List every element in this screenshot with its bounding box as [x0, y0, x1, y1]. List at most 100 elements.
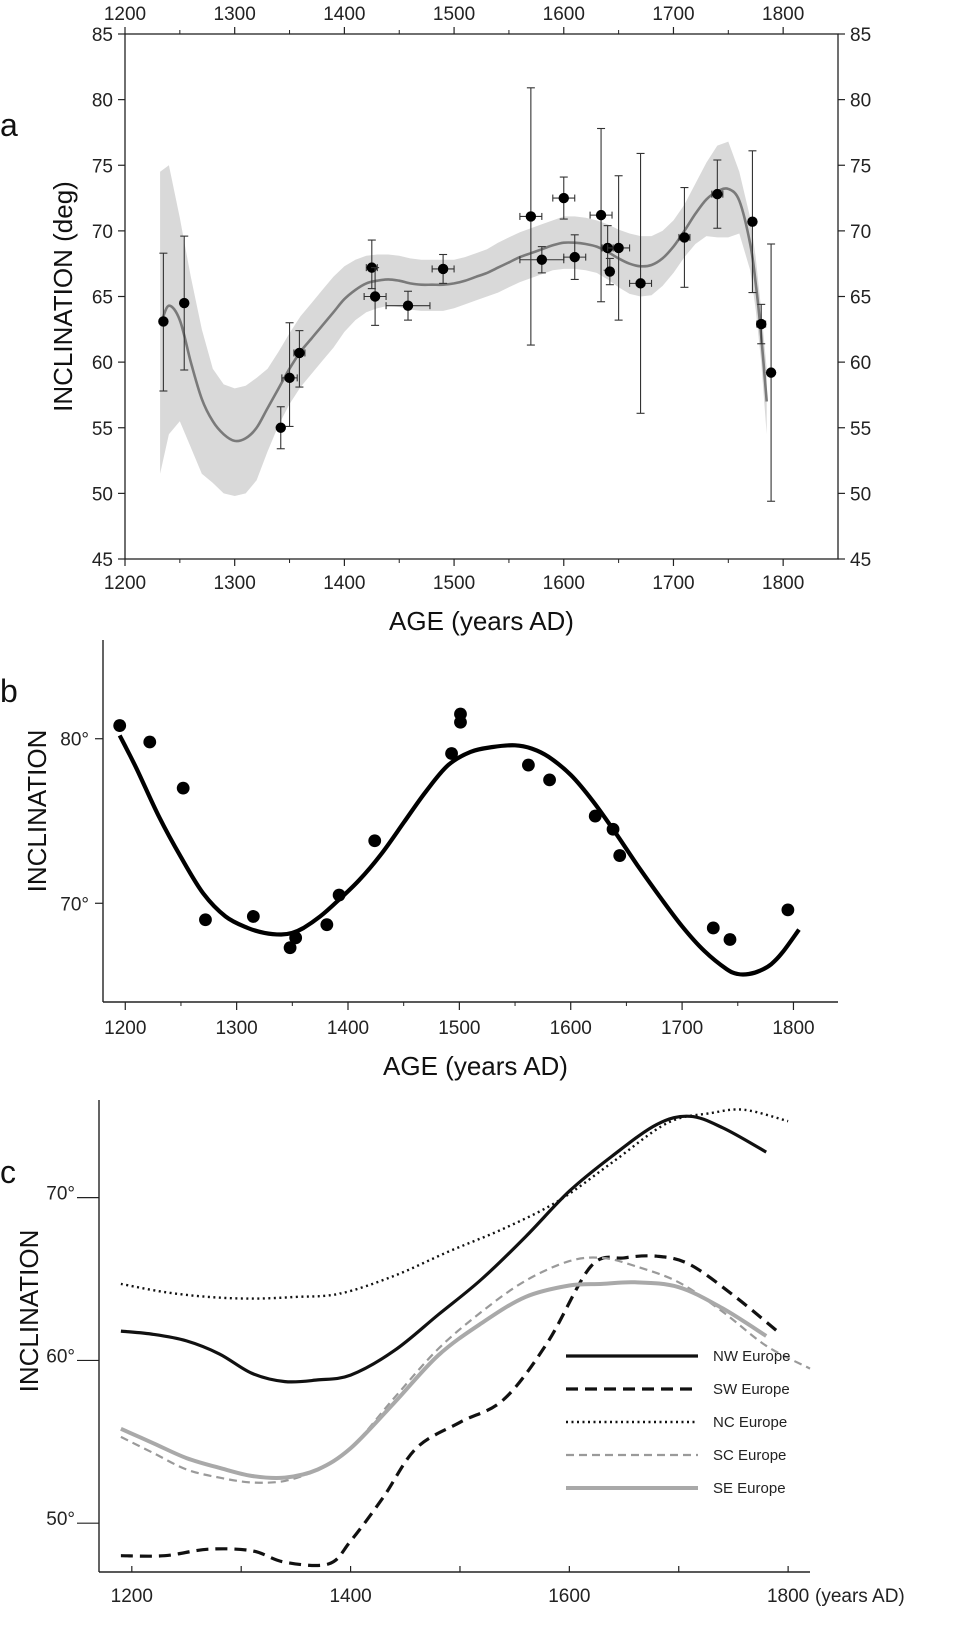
- x-tick-label: 1600: [543, 573, 585, 594]
- data-point: [679, 232, 690, 243]
- x-tick-label-top: 1500: [433, 4, 475, 25]
- y-tick-label: 85: [92, 25, 113, 46]
- y-tick-label: 70°: [60, 894, 89, 915]
- panel-b-inclination-scatter: 1200 1300 1400 1500 1600 1700 1800 70° 80° bINCLI…: [0, 640, 838, 1081]
- y-tick-label: 70: [92, 222, 113, 243]
- x-axis-title: AGE (years AD): [383, 1051, 568, 1081]
- x-tick-label: 1800: [772, 1018, 814, 1039]
- data-point-group: [158, 252, 169, 392]
- y-axis-title: INCLINATION (deg): [48, 181, 78, 412]
- data-point-group: [629, 152, 653, 414]
- data-point-group: [293, 330, 306, 388]
- data-point: [176, 781, 190, 795]
- y-tick-label: 80°: [60, 730, 89, 751]
- data-point: [294, 347, 305, 359]
- data-point: [454, 715, 467, 729]
- y-tick-label: 65: [92, 288, 113, 309]
- data-point: [613, 849, 627, 862]
- y-tick-label-right: 45: [850, 550, 871, 571]
- x-tick-label-top: 1800: [762, 4, 804, 25]
- x-tick-label-top: 1300: [214, 4, 256, 25]
- data-point: [284, 372, 295, 384]
- series-line-sw-europe: [120, 1254, 779, 1568]
- data-point-group: [604, 257, 616, 286]
- data-point: [522, 758, 535, 772]
- y-tick-label: 70°: [46, 1184, 75, 1205]
- data-point: [712, 188, 723, 200]
- data-point: [332, 888, 346, 902]
- y-tick-label: 45: [92, 550, 113, 571]
- panel-a-inclination-curve: 1200 1200 1300 1300 1400 1400 1500 1500 1600 1600…: [0, 4, 871, 636]
- x-tick-label: 1200: [104, 573, 146, 594]
- data-point: [604, 266, 616, 277]
- x-tick-label: 1400: [323, 573, 365, 594]
- data-point-group: [747, 150, 758, 294]
- y-tick-label: 55: [92, 419, 113, 440]
- y-axis-title: INCLINATION: [14, 1230, 44, 1393]
- data-point: [613, 242, 624, 254]
- legend-label: SW Europe: [713, 1381, 790, 1398]
- y-tick-label-right: 80: [850, 91, 871, 112]
- data-point-group: [519, 246, 565, 274]
- confidence-band: [160, 141, 767, 496]
- legend: NW Europe SW Europe NC Europe SC Europe SE E…: [566, 1348, 791, 1497]
- panel-c-regional-curves: 1200 1400 1600 1800 50° 60° 70° NW Europe SW Eur…: [0, 1100, 905, 1607]
- panel-letter-b: b: [0, 673, 18, 709]
- x-tick-label: 1200: [104, 1018, 146, 1039]
- data-point-group: [589, 127, 613, 303]
- x-tick-label: 1200: [111, 1586, 153, 1607]
- data-point: [158, 316, 169, 327]
- data-point: [543, 773, 556, 787]
- x-tick-label: 1500: [438, 1018, 480, 1039]
- y-tick-label-right: 65: [850, 288, 871, 309]
- series-line-sc-europe: [120, 1256, 811, 1484]
- data-point: [765, 367, 777, 378]
- data-point-group: [519, 87, 543, 346]
- data-point-group: [563, 234, 587, 280]
- data-point: [445, 747, 458, 760]
- panel-letter-a: a: [0, 107, 18, 143]
- data-point: [588, 809, 602, 823]
- x-tick-label: 1300: [214, 573, 256, 594]
- y-tick-label-right: 85: [850, 25, 871, 46]
- x-tick-label-top: 1400: [323, 4, 365, 25]
- data-point: [179, 297, 190, 309]
- data-point: [283, 941, 297, 955]
- data-point: [595, 209, 607, 221]
- data-point: [199, 913, 212, 927]
- x-tick-label-top: 1700: [652, 4, 694, 25]
- x-tick-label: 1800: [767, 1586, 809, 1607]
- y-tick-label-right: 50: [850, 484, 871, 505]
- data-point: [437, 263, 449, 275]
- x-tick-label: 1500: [433, 573, 475, 594]
- data-point: [747, 216, 758, 227]
- data-point-group: [281, 322, 298, 427]
- legend-label: SC Europe: [713, 1447, 786, 1464]
- data-point: [756, 318, 767, 330]
- x-axis-title: (years AD): [815, 1586, 905, 1607]
- data-point: [706, 921, 720, 935]
- data-point-group: [275, 406, 286, 450]
- y-tick-label: 80: [92, 91, 113, 112]
- data-point-group: [363, 267, 387, 326]
- y-tick-label-right: 55: [850, 419, 871, 440]
- data-point: [781, 903, 795, 917]
- series-line-nw-europe: [120, 1114, 767, 1384]
- data-point: [368, 834, 382, 848]
- data-point: [143, 735, 157, 749]
- y-tick-label: 60°: [46, 1346, 75, 1367]
- y-tick-label: 50°: [46, 1509, 75, 1530]
- y-tick-label-right: 70: [850, 222, 871, 243]
- data-point-group: [431, 253, 455, 284]
- data-point: [536, 254, 548, 265]
- data-point-group: [179, 235, 190, 371]
- data-point: [606, 822, 620, 836]
- legend-label: NC Europe: [713, 1414, 787, 1431]
- data-point-group: [711, 159, 724, 229]
- x-tick-label: 1400: [329, 1586, 371, 1607]
- x-tick-label-top: 1600: [543, 4, 585, 25]
- data-point: [402, 300, 414, 311]
- data-point: [289, 931, 303, 945]
- data-point-group: [607, 175, 631, 321]
- x-axis-title: AGE (years AD): [389, 606, 574, 636]
